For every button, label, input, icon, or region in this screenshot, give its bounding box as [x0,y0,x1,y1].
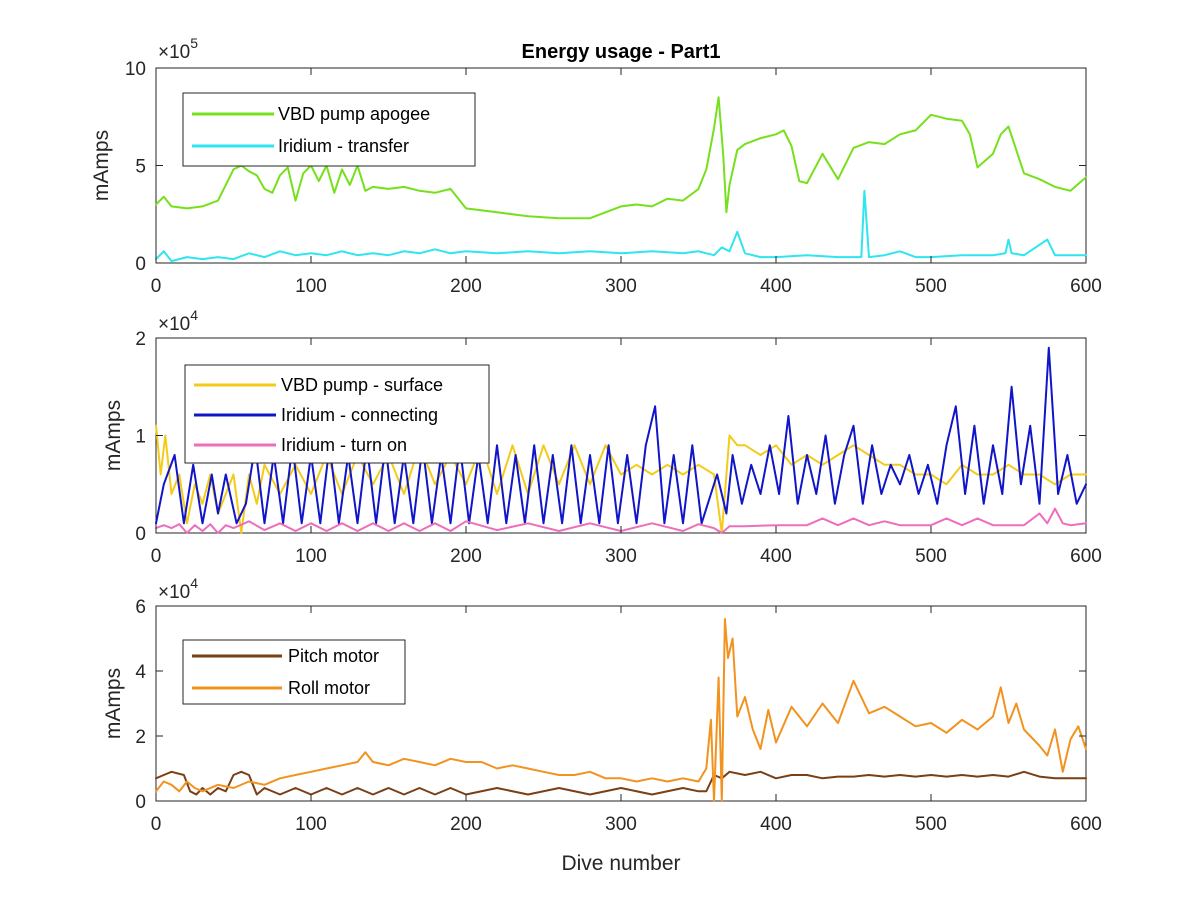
panel-2-xtick-label: 600 [1070,546,1102,567]
panel-3-ylabel: mAmps [102,668,125,739]
panel-3-xtick-label: 0 [151,814,162,835]
panel-1-ticks: 0 100 200 300 400 500 600 0 5 10 [125,59,1102,297]
panel-2-multiplier: ×104 [158,307,198,335]
panel-3-series [155,618,1087,802]
panel-1-series-vbd-pump-apogee [155,96,1087,220]
panel-1-ylabel: mAmps [90,130,113,201]
legend-label-iridium-turn-on: Iridium - turn on [281,435,407,455]
panel-2-ticks: 0 100 200 300 400 500 600 0 1 2 [135,329,1101,567]
panel-2-legend: VBD pump - surface Iridium - connecting … [184,364,490,464]
panel-3-legend: Pitch motor Roll motor [182,639,406,705]
panel-1-xtick-label: 0 [151,276,162,297]
panel-1-ytick-label: 5 [135,157,146,178]
panel-2-xtick-label: 400 [760,546,792,567]
panel-1-ytick-label: 0 [135,254,146,275]
panel-1-series [155,96,1087,263]
panel-3-ytick-label: 2 [135,727,146,748]
panel-1-xtick-label: 200 [450,276,482,297]
panel-2-multiplier-base: ×10 [158,314,190,335]
panel-2-xtick-label: 100 [295,546,327,567]
panel-2-series-iridium-turn-on [155,507,1087,534]
panel-2-xtick-label: 200 [450,546,482,567]
panel-3-xtick-label: 300 [605,814,637,835]
panel-1-xtick-label: 300 [605,276,637,297]
panel-1-ytick-label: 10 [125,59,146,80]
panel-1-multiplier: ×105 [158,35,198,63]
panel-3-xtick-label: 600 [1070,814,1102,835]
panel-2-series-iridium-connecting [155,346,1087,525]
panel-3-ytick-label: 4 [135,662,146,683]
panel-1-series-iridium-transfer [155,189,1087,263]
legend-label-vbd-pump-surface: VBD pump - surface [281,375,443,395]
panel-2-xtick-label: 500 [915,546,947,567]
panel-3-xtick-label: 500 [915,814,947,835]
panel-3-multiplier-exp: 4 [190,575,198,591]
panel-2-ytick-label: 0 [135,524,146,545]
panel-1-multiplier-exp: 5 [190,35,198,51]
legend-label-vbd-pump-apogee: VBD pump apogee [278,104,430,124]
panel-3-xtick-label: 100 [295,814,327,835]
panel-2-series [155,346,1087,534]
panel-1-legend: VBD pump apogee Iridium - transfer [182,92,476,167]
panel-1-xtick-label: 100 [295,276,327,297]
panel-3-series-roll-motor [155,618,1087,802]
panel-1-xtick-label: 600 [1070,276,1102,297]
panel-2-ylabel: mAmps [102,400,125,471]
panel-1-xtick-label: 400 [760,276,792,297]
panel-3-xtick-label: 200 [450,814,482,835]
legend-label-roll-motor: Roll motor [288,678,370,698]
panel-1-xtick-label: 500 [915,276,947,297]
panel-1: 0 100 200 300 400 500 600 0 5 10 Energy usage - P… [90,35,1102,297]
panel-3-multiplier: ×104 [158,575,198,603]
panel-3-ticks: 0 100 200 300 400 500 600 0 2 4 6 [135,597,1101,835]
panel-3-xtick-label: 400 [760,814,792,835]
legend-label-pitch-motor: Pitch motor [288,646,379,666]
panel-3-ytick-label: 6 [135,597,146,618]
chart-title: Energy usage - Part1 [522,41,721,63]
panel-2-multiplier-exp: 4 [190,307,198,323]
panel-2: 0 100 200 300 400 500 600 0 1 2 mAmps ×104 VBD pu… [102,307,1102,567]
panel-3-series-pitch-motor [155,770,1087,796]
panel-3-xlabel: Dive number [561,852,680,875]
panel-1-multiplier-base: ×10 [158,42,190,63]
panel-2-ytick-label: 2 [135,329,146,350]
panel-2-xtick-label: 300 [605,546,637,567]
panel-2-xtick-label: 0 [151,546,162,567]
legend-label-iridium-connecting: Iridium - connecting [281,405,438,425]
panel-3-multiplier-base: ×10 [158,582,190,603]
panel-3-ytick-label: 0 [135,792,146,813]
legend-label-iridium-transfer: Iridium - transfer [278,136,409,156]
panel-2-ytick-label: 1 [135,427,146,448]
